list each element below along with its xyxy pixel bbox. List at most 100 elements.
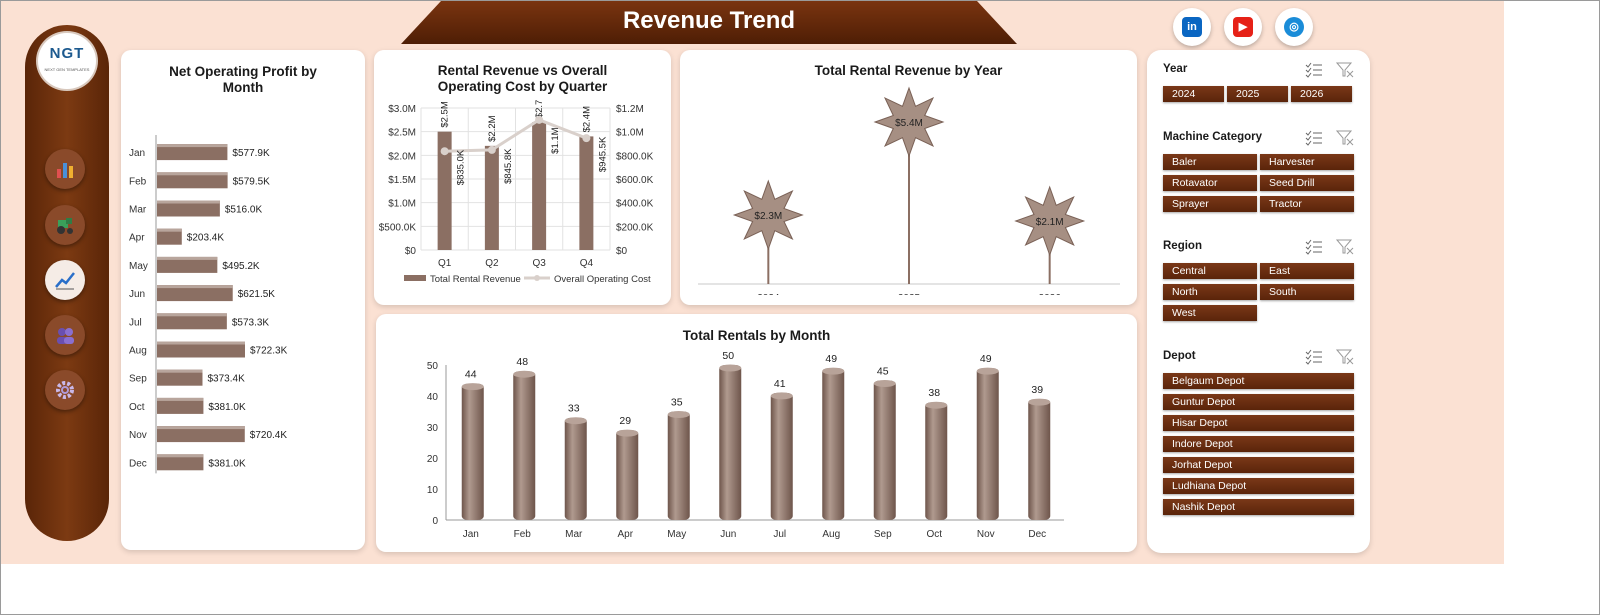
bar bbox=[157, 426, 245, 443]
slicer-title: Depot bbox=[1163, 350, 1196, 362]
net-profit-card: Net Operating Profit by Month Jan $577.9K… bbox=[121, 50, 365, 550]
slicer-item[interactable]: North bbox=[1163, 284, 1257, 300]
sidebar: NGT NEXT GEN TEMPLATES bbox=[25, 25, 109, 541]
check-mark bbox=[1305, 239, 1312, 245]
line-point bbox=[535, 115, 544, 124]
slicer-item[interactable]: Belgaum Depot bbox=[1163, 373, 1354, 389]
slicer-item[interactable]: Baler bbox=[1163, 154, 1257, 170]
slicer-item[interactable]: West bbox=[1163, 305, 1257, 321]
check-mark bbox=[1305, 349, 1312, 355]
bar-highlight bbox=[157, 397, 204, 401]
revenue-by-year-card: Total Rental Revenue by Year $2.3M 2024 $5… bbox=[680, 50, 1137, 305]
bar-highlight bbox=[157, 454, 204, 458]
slicer-item[interactable]: Nashik Depot bbox=[1163, 499, 1354, 515]
bar bbox=[437, 131, 452, 250]
logo-subtext: NEXT GEN TEMPLATES bbox=[44, 67, 90, 72]
slicer-item[interactable]: Hisar Depot bbox=[1163, 415, 1354, 431]
nav-trend-button[interactable] bbox=[45, 260, 85, 300]
bar bbox=[822, 368, 845, 520]
funnel-shape bbox=[1336, 62, 1353, 77]
slicer-item[interactable]: 2026 bbox=[1291, 86, 1352, 102]
tick-label: 30 bbox=[427, 423, 439, 434]
data-label: $2.2M bbox=[487, 115, 498, 141]
clear-filter-icon[interactable] bbox=[1336, 130, 1354, 146]
legend-swatch bbox=[404, 275, 426, 281]
bar-highlight bbox=[157, 313, 227, 317]
youtube-button[interactable]: ▶ bbox=[1224, 8, 1262, 46]
data-label: 49 bbox=[980, 353, 992, 365]
slicer-item[interactable]: Harvester bbox=[1260, 154, 1354, 170]
tick-label: $200.0K bbox=[616, 222, 654, 233]
linkedin-button[interactable]: in bbox=[1173, 8, 1211, 46]
data-label: $2.4M bbox=[581, 106, 592, 132]
globe-icon: ◎ bbox=[1284, 17, 1304, 37]
slicer-item[interactable]: South bbox=[1260, 284, 1354, 300]
bar bbox=[532, 122, 547, 250]
tick-label: May bbox=[667, 529, 686, 540]
multi-select-icon[interactable] bbox=[1305, 349, 1323, 365]
data-label: 49 bbox=[825, 353, 837, 365]
tick-label: Jun bbox=[720, 529, 736, 540]
funnel-shape bbox=[1336, 349, 1353, 364]
revenue-cost-title: Rental Revenue vs Overall Operating Cost… bbox=[437, 63, 608, 94]
data-label: $2.7M bbox=[534, 100, 545, 118]
tick-label: Nov bbox=[977, 529, 995, 540]
slicer-item[interactable]: 2024 bbox=[1163, 86, 1224, 102]
bar bbox=[925, 402, 948, 520]
multi-select-icon[interactable] bbox=[1305, 62, 1323, 78]
data-label: $495.2K bbox=[222, 261, 260, 272]
data-label: 29 bbox=[619, 415, 631, 427]
bar-highlight bbox=[157, 285, 233, 289]
slicer-item[interactable]: Tractor bbox=[1260, 196, 1354, 212]
bar-highlight bbox=[157, 426, 245, 430]
tick-label: 10 bbox=[427, 485, 439, 496]
slicer-item[interactable]: Rotavator bbox=[1163, 175, 1257, 191]
bar bbox=[770, 392, 793, 520]
clear-filter-icon[interactable] bbox=[1336, 349, 1354, 365]
rentals-by-month-title: Total Rentals by Month bbox=[682, 328, 831, 343]
x-stroke bbox=[1346, 247, 1354, 255]
nav-tractor-button[interactable] bbox=[45, 205, 85, 245]
check-mark bbox=[1305, 140, 1312, 146]
data-label: $381.0K bbox=[208, 402, 246, 413]
nav-settings-button[interactable] bbox=[45, 370, 85, 410]
logo-text: NGT bbox=[49, 45, 85, 62]
slicer-item[interactable]: Ludhiana Depot bbox=[1163, 478, 1354, 494]
data-label: 35 bbox=[671, 397, 683, 409]
data-label: $2.3M bbox=[754, 211, 782, 222]
tick-label: Feb bbox=[129, 176, 147, 187]
nav-bar-chart-button[interactable] bbox=[45, 149, 85, 189]
bar bbox=[976, 368, 999, 520]
bar-cap bbox=[564, 417, 587, 425]
bar bbox=[157, 454, 204, 471]
slicer-item[interactable]: 2025 bbox=[1227, 86, 1288, 102]
slicer-item[interactable]: Jorhat Depot bbox=[1163, 457, 1354, 473]
tick-label: $0 bbox=[405, 246, 417, 257]
tick-label: $500.0K bbox=[379, 222, 417, 233]
website-button[interactable]: ◎ bbox=[1275, 8, 1313, 46]
slicer-item[interactable]: Seed Drill bbox=[1260, 175, 1354, 191]
data-label: 44 bbox=[465, 369, 477, 381]
nav-users-button[interactable] bbox=[45, 315, 85, 355]
slicer-item[interactable]: Guntur Depot bbox=[1163, 394, 1354, 410]
multi-select-icon[interactable] bbox=[1305, 239, 1323, 255]
slicer-item[interactable]: East bbox=[1260, 263, 1354, 279]
bar bbox=[157, 256, 218, 273]
line-point bbox=[440, 147, 449, 156]
bar bbox=[157, 285, 233, 302]
slicer-item[interactable]: Central bbox=[1163, 263, 1257, 279]
revenue-by-year-chart: $2.3M 2024 $5.4M 2025 $2.1M 2026 bbox=[698, 86, 1120, 295]
slicer-item[interactable]: Indore Depot bbox=[1163, 436, 1354, 452]
bar bbox=[616, 430, 639, 520]
bar-highlight bbox=[157, 144, 228, 148]
slicer-title: Region bbox=[1163, 240, 1202, 252]
data-label: $845.8K bbox=[503, 148, 514, 184]
multi-select-icon[interactable] bbox=[1305, 130, 1323, 146]
slicer-title: Machine Category bbox=[1163, 131, 1263, 143]
line-point bbox=[582, 134, 591, 143]
check-mark bbox=[1305, 359, 1312, 365]
clear-filter-icon[interactable] bbox=[1336, 62, 1354, 78]
clear-filter-icon[interactable] bbox=[1336, 239, 1354, 255]
slicer-item[interactable]: Sprayer bbox=[1163, 196, 1257, 212]
tick-label: 40 bbox=[427, 392, 439, 403]
